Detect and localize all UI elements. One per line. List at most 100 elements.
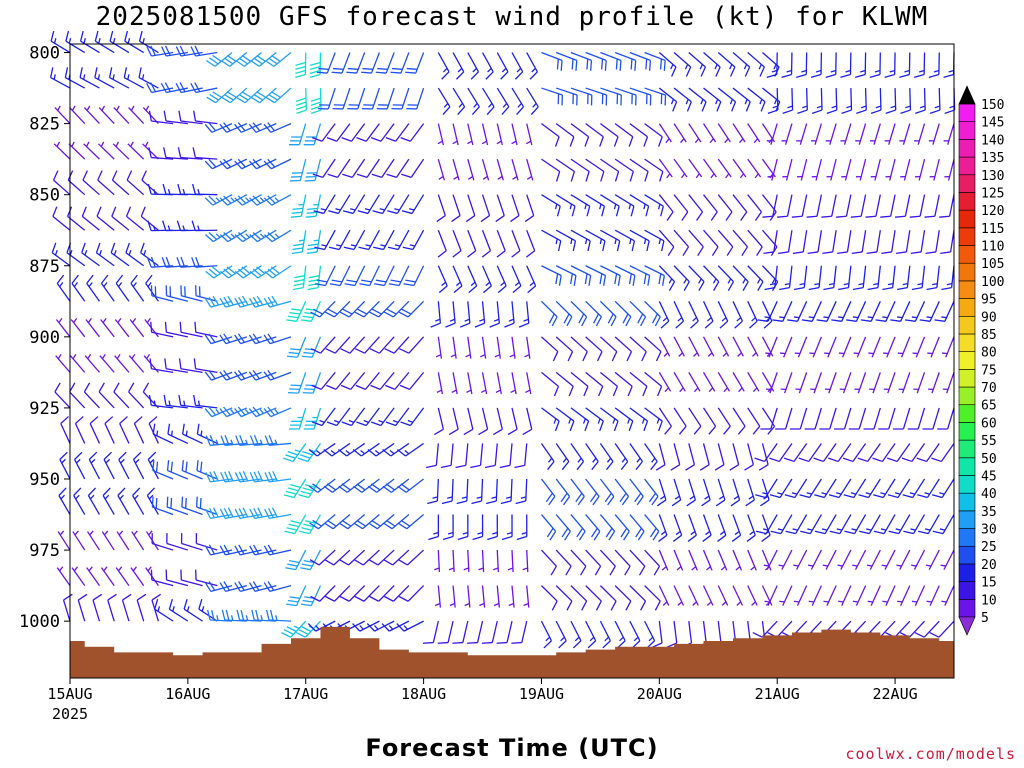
wind-barb [673, 229, 690, 256]
x-tick-label: 20AUG [637, 685, 682, 703]
wind-barb [73, 451, 86, 480]
colorbar-label: 80 [981, 346, 997, 361]
wind-barb [897, 336, 911, 358]
wind-barb [308, 478, 336, 493]
wind-barb [479, 585, 486, 608]
wind-barb [844, 514, 867, 535]
wind-barb [478, 407, 489, 436]
wind-barb [182, 423, 203, 445]
wind-barb [899, 620, 926, 638]
wind-barb [190, 82, 218, 94]
wind-barb [284, 514, 307, 535]
wind-barb [614, 549, 631, 576]
wind-barb [191, 220, 218, 232]
wind-barb [688, 229, 704, 256]
wind-barb [823, 585, 837, 606]
wind-barb [168, 598, 189, 622]
wind-barb [555, 300, 573, 327]
wind-barb [248, 122, 277, 133]
wind-barb [357, 194, 380, 215]
wind-barb [688, 87, 707, 112]
wind-barb [810, 52, 823, 78]
wind-barb [570, 443, 585, 471]
wind-barb [285, 549, 307, 571]
wind-barb [867, 585, 881, 606]
wind-barb [570, 158, 590, 182]
colorbar-swatch [958, 422, 976, 441]
wind-barb [437, 52, 450, 80]
chart-title: 2025081500 GFS forecast wind profile (kt… [95, 2, 929, 32]
colorbar-swatch [958, 545, 976, 565]
wind-barb [884, 123, 896, 145]
wind-barb [585, 336, 603, 362]
wind-barb [146, 82, 174, 94]
wind-barb [585, 123, 604, 147]
wind-barb [834, 407, 852, 430]
wind-barb [825, 123, 837, 145]
wind-barb [614, 158, 634, 182]
wind-barb [585, 478, 600, 506]
wind-barb [523, 585, 530, 608]
wind-barb [769, 478, 793, 499]
wind-barb [98, 105, 115, 125]
wind-barb [686, 478, 697, 507]
wind-barb [470, 443, 484, 469]
wind-barb [263, 295, 292, 308]
wind-barb [204, 406, 233, 418]
x-tick-label: 18AUG [401, 685, 446, 703]
wind-barb [703, 52, 721, 77]
wind-barb [658, 123, 672, 144]
colorbar-label: 30 [981, 523, 997, 538]
wind-barb [658, 407, 672, 435]
wind-barb [688, 407, 702, 435]
credit-link[interactable]: coolwx.com/models [845, 745, 1016, 763]
wind-barb [437, 158, 445, 181]
wind-barb [644, 51, 666, 71]
wind-barb [148, 110, 174, 125]
wind-barb [656, 478, 667, 507]
wind-barb [699, 443, 710, 471]
wind-barb [911, 265, 926, 291]
wind-barb [570, 514, 586, 541]
wind-barb [221, 609, 247, 622]
wind-barb [204, 370, 233, 381]
wind-barb [688, 336, 700, 357]
colorbar-label: 135 [981, 151, 1004, 166]
wind-barb [310, 88, 322, 114]
wind-barb [541, 229, 562, 252]
wind-barb [629, 123, 649, 147]
wind-barb [890, 301, 911, 322]
wind-barb [765, 372, 778, 394]
wind-barb [263, 194, 292, 206]
wind-barb [793, 549, 808, 570]
wind-barb [195, 569, 218, 587]
wind-barb [629, 229, 650, 252]
wind-barb [524, 336, 531, 359]
x-axis-title: Forecast Time (UTC) [365, 734, 659, 762]
wind-barb [369, 585, 395, 602]
wind-barbs-layer [50, 30, 956, 649]
wind-barb [585, 87, 608, 106]
y-tick-label: 975 [29, 541, 60, 561]
wind-barb [702, 407, 717, 435]
y-axis: 800 825 850 875 900 925 950 975 1000 [19, 44, 70, 632]
wind-barb [354, 300, 380, 318]
wind-barb [673, 336, 685, 357]
wind-barb [264, 471, 292, 483]
wind-barb [496, 620, 513, 644]
wind-barb [344, 265, 366, 287]
wind-barb [789, 407, 808, 430]
wind-barb [765, 336, 778, 358]
wind-barb [732, 585, 744, 606]
wind-barb [401, 194, 425, 215]
wind-barb [866, 230, 881, 255]
wind-barb [53, 141, 71, 160]
wind-barb [467, 265, 478, 294]
wind-barb [434, 550, 441, 573]
wind-barb [837, 549, 852, 570]
wind-barb [324, 300, 351, 318]
wind-barb [164, 321, 189, 338]
wind-barb [500, 478, 513, 505]
wind-barb [111, 206, 130, 231]
wind-barb [717, 229, 734, 256]
